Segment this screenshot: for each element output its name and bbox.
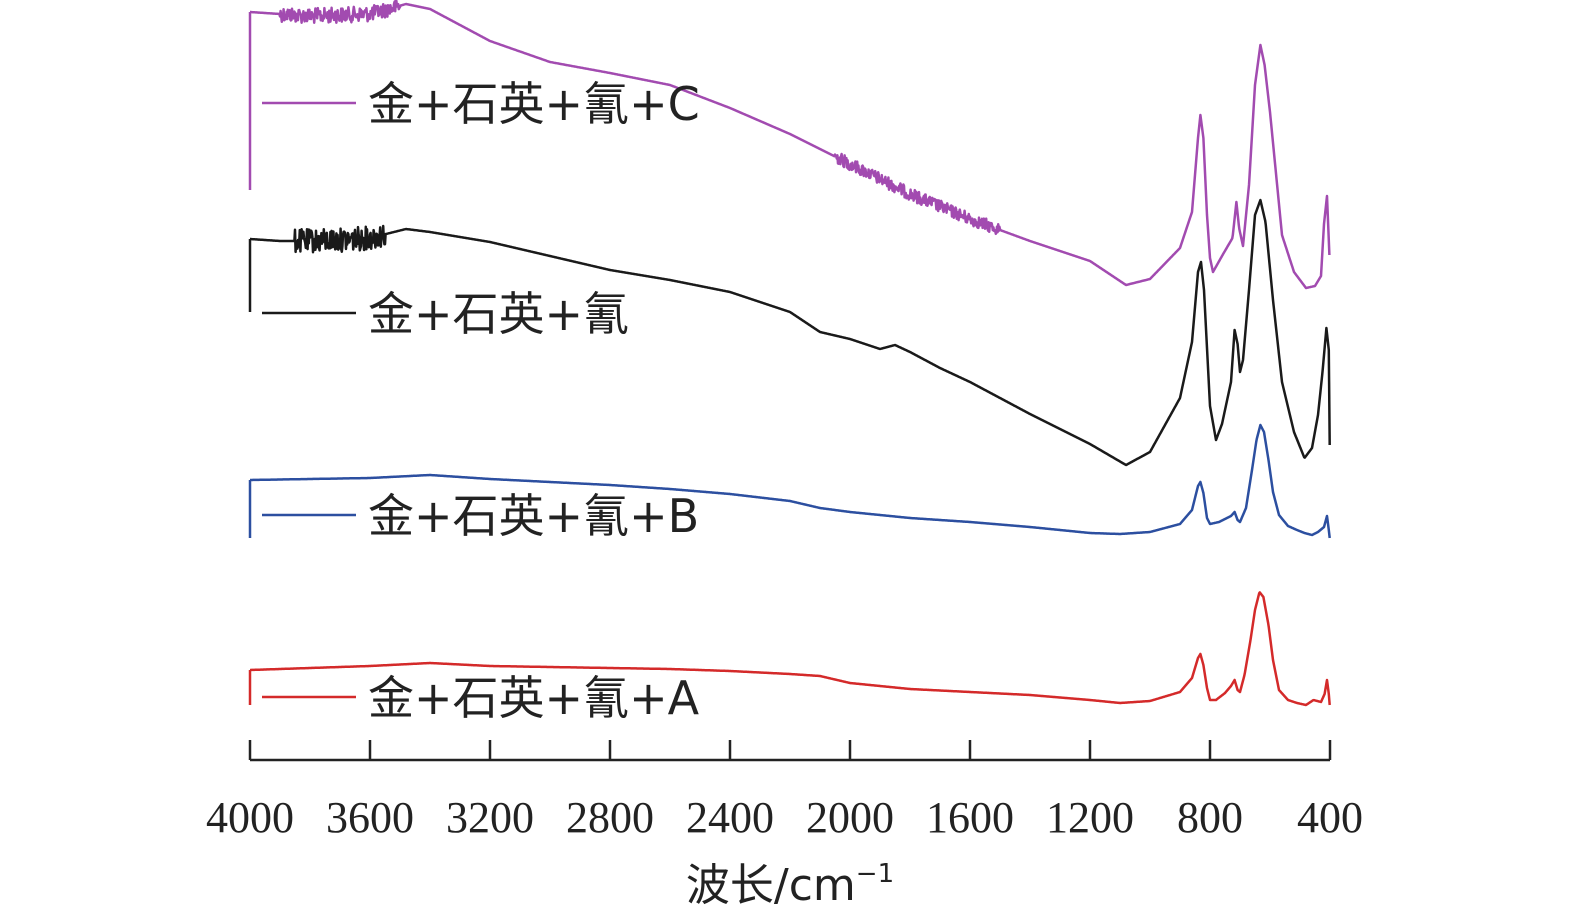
x-tick-label-1200: 1200	[1046, 793, 1134, 842]
x-axis-title-main: 波长/cm	[686, 860, 856, 911]
x-tick-label-3600: 3600	[326, 793, 414, 842]
x-tick-label-1600: 1600	[926, 793, 1014, 842]
x-tick-label-2400: 2400	[686, 793, 774, 842]
x-tick-label-800: 800	[1177, 793, 1243, 842]
legend: 金+石英+氰+C 金+石英+氰金+石英+氰+B 金+石英+氰+A	[262, 77, 700, 725]
legend-label-4: 金+石英+氰+A	[368, 671, 700, 725]
legend-label-1: 金+石英+氰+C	[368, 77, 700, 131]
series-line-4	[249, 591, 1331, 707]
legend-label-2: 金+石英+氰	[368, 287, 629, 341]
x-axis-title: 波长/cm−1	[686, 859, 894, 911]
x-tick-label-3200: 3200	[446, 793, 534, 842]
x-tick-label-2000: 2000	[806, 793, 894, 842]
x-axis-title-superscript: −1	[856, 859, 894, 889]
series-line-2	[249, 198, 1331, 467]
series-line-3	[249, 423, 1331, 539]
legend-label-3: 金+石英+氰+B	[368, 489, 699, 543]
x-tick-label-2800: 2800	[566, 793, 654, 842]
x-tick-label-400: 400	[1297, 793, 1363, 842]
series-line-1	[249, 0, 1331, 290]
series-layer	[248, 0, 1331, 707]
x-tick-label-4000: 4000	[206, 793, 294, 842]
x-axis: 4000 3600 3200 2800 2400 2000 1600 1200 800 400	[206, 740, 1363, 842]
